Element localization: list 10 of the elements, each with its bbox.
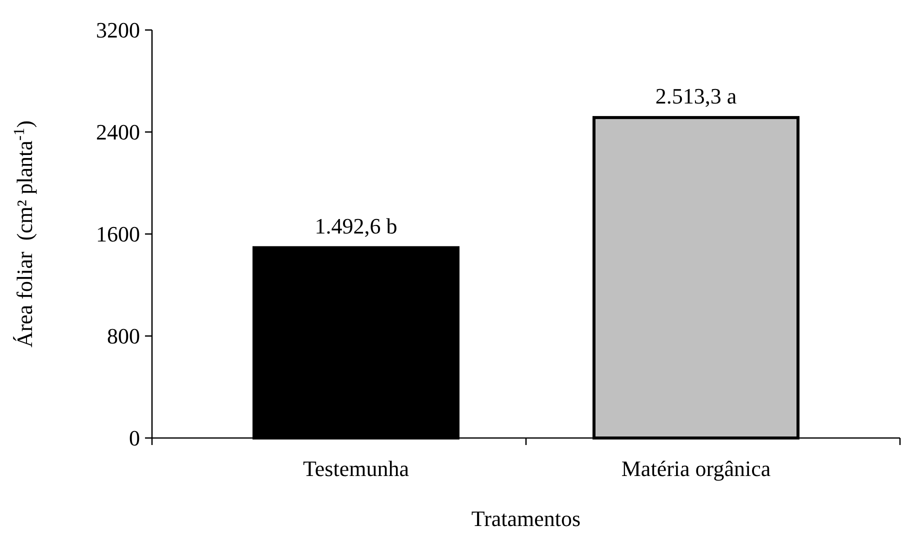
y-tick-label: 0 (129, 426, 140, 451)
data-label: 2.513,3 a (655, 84, 737, 109)
data-label: 1.492,6 b (314, 214, 398, 239)
x-axis-title: Tratamentos (471, 506, 581, 531)
y-tick-label: 2400 (96, 120, 140, 145)
x-tick-label: Testemunha (303, 456, 410, 481)
y-tick-label: 3200 (96, 18, 140, 43)
x-tick-label: Matéria orgânica (621, 456, 771, 481)
y-tick-label: 800 (107, 324, 140, 349)
y-tick-label: 1600 (96, 222, 140, 247)
